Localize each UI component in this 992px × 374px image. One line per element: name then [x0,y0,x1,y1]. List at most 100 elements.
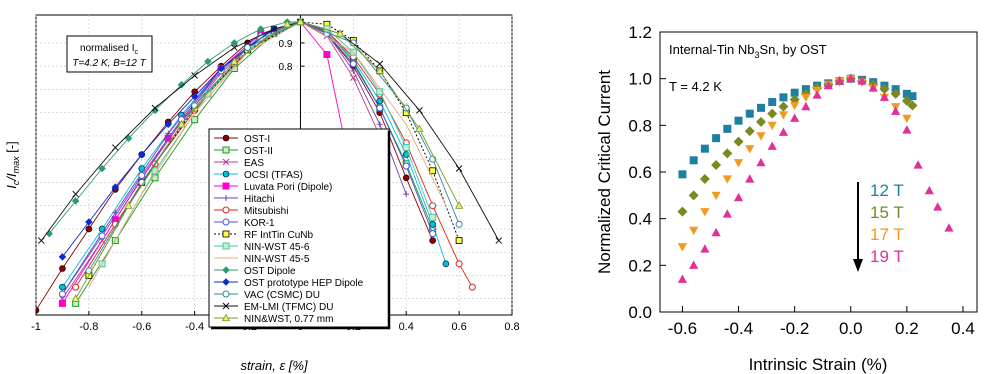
right-y-tick-label: 0.4 [628,210,652,229]
left-data-point [190,92,199,101]
left-data-point [415,124,424,133]
left-series-line [88,21,447,288]
left-x-tick-label: 0.8 [504,321,519,333]
right-y-tick-label: 0.2 [628,256,652,275]
left-series-line [88,21,460,276]
right-data-point [902,125,912,134]
right-chart-title: Internal-Tin Nb3Sn, by OST [669,42,827,60]
left-data-point [376,97,384,105]
left-data-point [455,220,463,228]
left-legend-marker [222,206,230,214]
right-data-point [745,145,755,154]
right-data-point [700,144,709,153]
left-legend-marker [222,158,230,166]
left-data-point [468,283,476,291]
right-data-point [924,185,934,195]
right-y-tick-labels: 0.0 0.2 0.4 0.6 0.8 1.0 1.2 [628,23,666,322]
left-legend-marker [222,146,230,154]
left-legend-label: Mitsubishi [244,206,288,217]
left-legend-item-em-lmi-tfmc-du: EM-LMI (TFMC) DU [214,302,333,313]
right-data-point [933,202,943,211]
right-legend: 12 T 15 T 17 T 19 T [870,181,904,266]
left-data-point [151,106,159,115]
left-legend-label: OST Dipole [244,266,296,277]
left-data-point [165,130,172,137]
left-data-point [59,265,66,272]
left-data-point [98,164,106,173]
left-legend-label: RF IntTin CuNb [244,230,314,241]
left-data-point [138,171,146,179]
left-data-point [429,167,437,175]
right-data-point [790,113,800,122]
right-x-tick-label: 0.2 [895,319,919,338]
left-legend-label: NIN-WST 45-6 [244,242,310,253]
left-legend-label: NIN&WST, 0.77 mm [244,314,333,325]
right-y-axis-label: Normalized Critical Current [595,70,614,274]
left-annotation-line2: T=4.2 K, B=12 T [72,58,146,69]
right-data-point [767,141,777,150]
right-data-point [834,76,845,85]
left-data-point [217,64,225,73]
left-data-point [85,218,93,226]
left-legend-marker [222,290,230,298]
left-data-point [403,191,410,198]
left-data-point [455,165,463,172]
right-data-point [767,121,777,131]
left-x-axis-label: strain, ε [%] [240,358,308,373]
right-y-tick-label: 0.0 [628,303,652,322]
left-legend-label: Luvata Pori (Dipole) [244,182,332,193]
left-legend-item-kor-1: KOR-1 [214,218,275,229]
left-legend-label: OST-I [244,134,270,145]
right-data-point [902,89,911,98]
left-data-point [495,237,503,244]
right-legend-label-19-t: 19 T [870,247,904,266]
right-y-tick-label: 0.8 [628,116,652,135]
left-legend-label: VAC (CSMC) DU [244,290,320,301]
right-x-tick-label: 0.4 [951,319,975,338]
right-data-point [879,84,890,95]
left-legend-label: KOR-1 [244,218,275,229]
left-legend-label: OCSI (TFAS) [244,170,303,181]
left-data-point [376,60,384,68]
right-data-point [890,88,901,99]
left-series-nin-wst-45-5 [88,21,447,288]
left-data-point [230,57,239,65]
right-data-point [733,136,744,147]
right-data-point [711,227,721,237]
left-data-point [85,225,93,233]
right-data-point [699,174,710,184]
left-legend-label: OST prototype HEP Dipole [244,278,364,289]
left-data-point [349,60,357,68]
right-data-point [711,191,721,201]
left-data-point [455,260,463,268]
right-data-point [944,223,954,232]
left-data-point [177,81,186,89]
left-annotation-box: normalised Ic T=4.2 K, B=12 T [66,35,153,73]
left-legend-item-eas: EAS [214,158,264,169]
left-data-point [151,104,159,112]
right-data-point [700,244,710,253]
right-data-point [744,126,755,137]
left-chart: -1-0.8-0.6-0.4-0.200.20.40.60.8 0.90.8-0… [4,14,520,373]
right-data-point [778,127,789,136]
left-series-line [62,21,301,258]
left-data-point [350,67,357,74]
svg-text:normalised Ic: normalised Ic [80,43,138,56]
left-y-tick-label: 0.8 [279,62,293,73]
left-legend-marker [222,182,230,190]
left-legend-item-vac-csmc-du: VAC (CSMC) DU [214,290,320,301]
left-data-point [455,237,463,244]
right-data-point [756,132,766,141]
left-annotation-sub: c [134,49,138,56]
left-data-point [98,232,106,240]
right-data-point [677,206,688,217]
right-x-tick-label: -0.4 [724,319,753,338]
left-legend-label: OST-II [244,146,273,157]
right-data-point [745,109,754,118]
right-data-point [677,243,688,252]
left-data-point [376,121,383,128]
right-x-tick-label: -0.2 [780,319,809,338]
right-data-point [879,92,890,101]
right-data-point [756,157,766,167]
right-data-point [711,160,722,170]
